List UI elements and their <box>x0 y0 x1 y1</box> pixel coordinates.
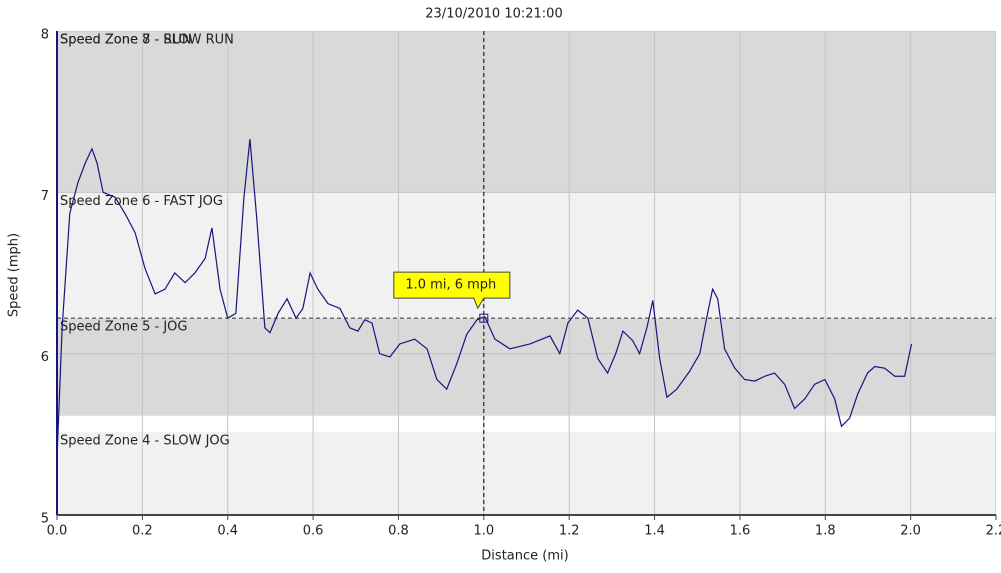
x-axis-label: Distance (mi) <box>481 549 568 564</box>
x-tick-label: 1.2 <box>559 524 580 539</box>
x-tick-label: 1.8 <box>815 524 836 539</box>
x-tick-label: 0.0 <box>47 524 68 539</box>
y-tick-label: 6 <box>41 350 49 365</box>
chart-title: 23/10/2010 10:21:00 <box>425 7 562 22</box>
zone-band <box>57 192 996 319</box>
y-tick-label: 7 <box>41 189 49 204</box>
tooltip <box>393 271 511 310</box>
zone-band <box>57 431 996 515</box>
zone-label: Speed Zone 4 - SLOW JOG <box>60 433 230 448</box>
zone-label: Speed Zone 5 - JOG <box>60 320 187 335</box>
x-tick-label: 0.8 <box>388 524 409 539</box>
y-axis-label: Speed (mph) <box>7 233 22 317</box>
x-tick-label: 1.4 <box>644 524 665 539</box>
zone-label: Speed Zone 6 - FAST JOG <box>60 194 223 209</box>
y-tick-label: 5 <box>41 512 49 527</box>
zone-label: Speed Zone 7 - SLOW RUN <box>60 33 234 48</box>
zone-label: Speed Zone 8 - RUN <box>60 33 192 48</box>
x-tick-label: 2.0 <box>900 524 921 539</box>
zone-band <box>57 31 996 193</box>
x-tick-label: 1.6 <box>730 524 751 539</box>
x-tick-label: 0.2 <box>132 524 153 539</box>
x-tick-label: 0.4 <box>217 524 238 539</box>
zone-band <box>57 318 996 416</box>
crosshair-point <box>479 313 489 323</box>
x-tick-label: 1.0 <box>473 524 494 539</box>
x-tick-label: 0.6 <box>303 524 324 539</box>
speed-line <box>57 139 913 459</box>
y-tick-label: 8 <box>41 28 49 43</box>
tooltip-label: 1.0 mi, 6 mph <box>405 278 496 293</box>
plot: Speed Zone 4 - SLOW JOG Speed Zone 5 - JO… <box>57 31 996 515</box>
x-tick-label: 2.2 <box>986 524 1001 539</box>
